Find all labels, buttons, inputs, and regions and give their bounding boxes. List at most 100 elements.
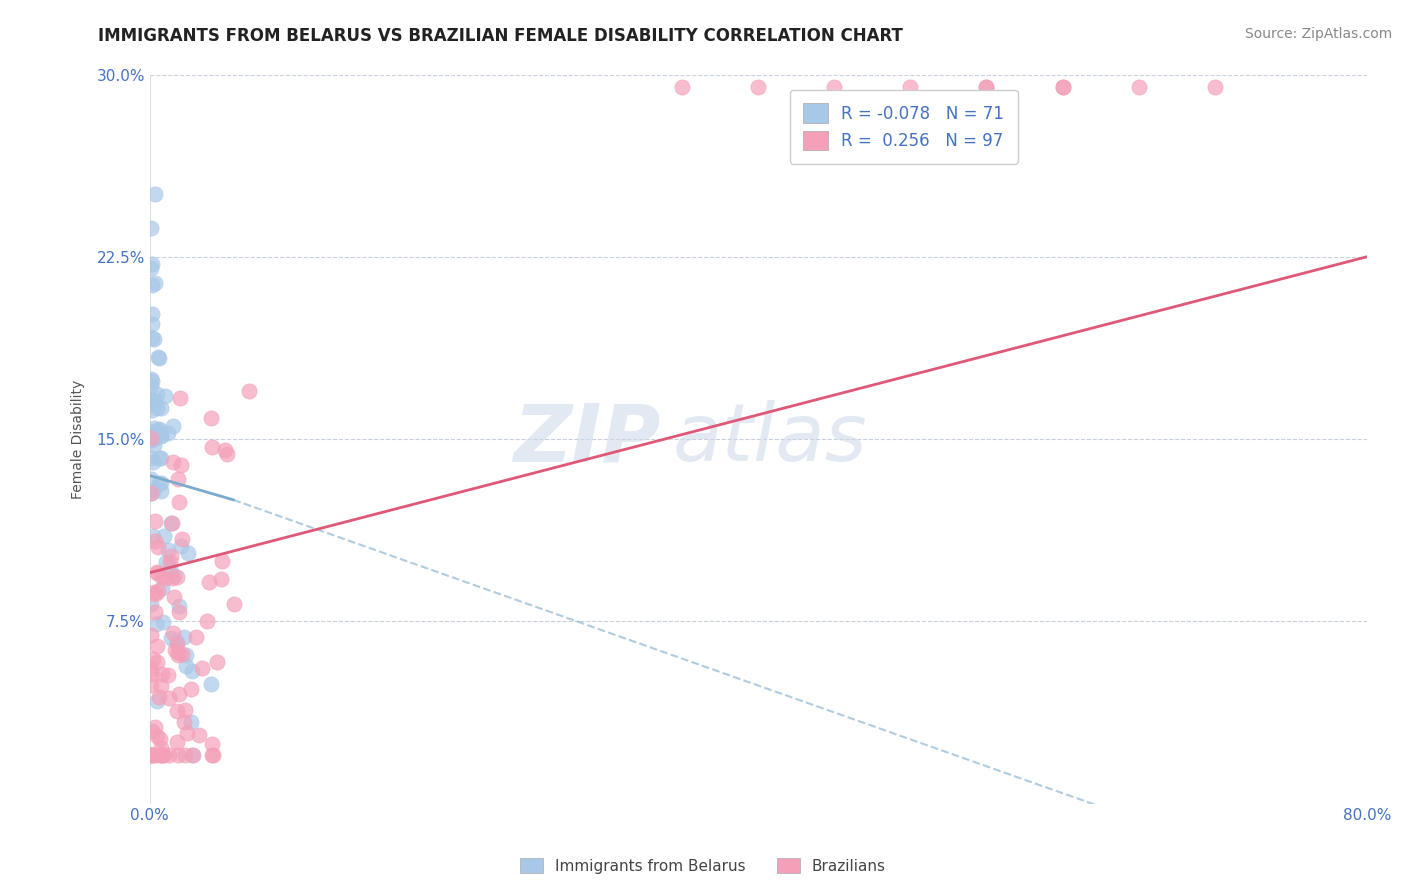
- Point: [150, 483, 173, 498]
- Text: Source: ZipAtlas.com: Source: ZipAtlas.com: [1244, 27, 1392, 41]
- Point: [141, 450, 163, 465]
- Legend: R = -0.078   N = 71, R =  0.256   N = 97: R = -0.078 N = 71, R = 0.256 N = 97: [790, 90, 1018, 163]
- Point: [148, 422, 170, 436]
- Point: [141, 666, 163, 681]
- Point: [195, 614, 218, 628]
- Point: [142, 747, 165, 762]
- Point: [146, 541, 169, 555]
- Point: [181, 665, 204, 679]
- Point: [141, 374, 163, 388]
- Point: [166, 704, 188, 718]
- Point: [167, 687, 190, 701]
- Point: [166, 645, 188, 659]
- Point: [163, 569, 186, 583]
- Point: [149, 747, 172, 762]
- Point: [150, 679, 173, 693]
- Point: [142, 652, 165, 666]
- Point: [143, 514, 166, 528]
- Point: [142, 585, 165, 599]
- Point: [148, 690, 170, 704]
- Point: [145, 397, 167, 411]
- Point: [181, 747, 204, 762]
- Point: [141, 307, 163, 321]
- Point: [201, 747, 224, 762]
- Point: [149, 401, 172, 416]
- Point: [143, 587, 166, 601]
- Point: [159, 555, 181, 569]
- Point: [671, 79, 693, 94]
- Point: [152, 747, 174, 762]
- Point: [149, 429, 172, 443]
- Point: [141, 379, 163, 393]
- Point: [141, 677, 163, 691]
- Point: [150, 428, 173, 442]
- Point: [166, 570, 188, 584]
- Point: [186, 630, 208, 644]
- Point: [180, 715, 202, 730]
- Point: [150, 667, 173, 681]
- Point: [167, 495, 190, 509]
- Point: [146, 350, 169, 364]
- Point: [166, 735, 188, 749]
- Point: [1052, 79, 1074, 94]
- Point: [142, 437, 165, 451]
- Point: [201, 440, 224, 454]
- Text: IMMIGRANTS FROM BELARUS VS BRAZILIAN FEMALE DISABILITY CORRELATION CHART: IMMIGRANTS FROM BELARUS VS BRAZILIAN FEM…: [98, 27, 903, 45]
- Point: [141, 402, 163, 417]
- Point: [169, 391, 191, 405]
- Point: [150, 741, 173, 756]
- Point: [148, 476, 170, 491]
- Point: [209, 572, 232, 586]
- Point: [141, 433, 163, 447]
- Point: [143, 425, 166, 440]
- Point: [170, 533, 193, 547]
- Point: [211, 554, 233, 568]
- Point: [141, 395, 163, 409]
- Point: [141, 277, 163, 292]
- Point: [141, 723, 163, 738]
- Point: [149, 450, 172, 465]
- Point: [747, 79, 769, 94]
- Point: [152, 615, 174, 630]
- Point: [152, 747, 174, 762]
- Point: [190, 660, 212, 674]
- Point: [167, 599, 190, 614]
- Point: [174, 703, 197, 717]
- Point: [145, 617, 167, 632]
- Point: [146, 387, 169, 401]
- Point: [160, 516, 183, 530]
- Point: [143, 720, 166, 734]
- Point: [188, 728, 211, 742]
- Point: [141, 372, 163, 386]
- Point: [200, 676, 222, 690]
- Point: [148, 351, 170, 365]
- Point: [143, 187, 166, 202]
- Point: [148, 423, 170, 437]
- Point: [142, 420, 165, 434]
- Y-axis label: Female Disability: Female Disability: [72, 379, 86, 499]
- Point: [166, 637, 188, 651]
- Point: [173, 747, 195, 762]
- Point: [146, 693, 169, 707]
- Point: [152, 529, 174, 543]
- Point: [1128, 79, 1150, 94]
- Point: [156, 543, 179, 558]
- Point: [153, 389, 176, 403]
- Point: [174, 658, 197, 673]
- Point: [167, 471, 190, 485]
- Point: [153, 571, 176, 585]
- Point: [162, 418, 184, 433]
- Point: [215, 447, 238, 461]
- Point: [141, 317, 163, 331]
- Point: [181, 747, 204, 762]
- Point: [205, 655, 228, 669]
- Point: [170, 458, 193, 472]
- Point: [823, 79, 845, 94]
- Point: [150, 581, 173, 595]
- Point: [141, 393, 163, 408]
- Point: [162, 625, 184, 640]
- Point: [143, 428, 166, 442]
- Point: [166, 634, 188, 648]
- Point: [173, 715, 195, 730]
- Point: [145, 747, 167, 762]
